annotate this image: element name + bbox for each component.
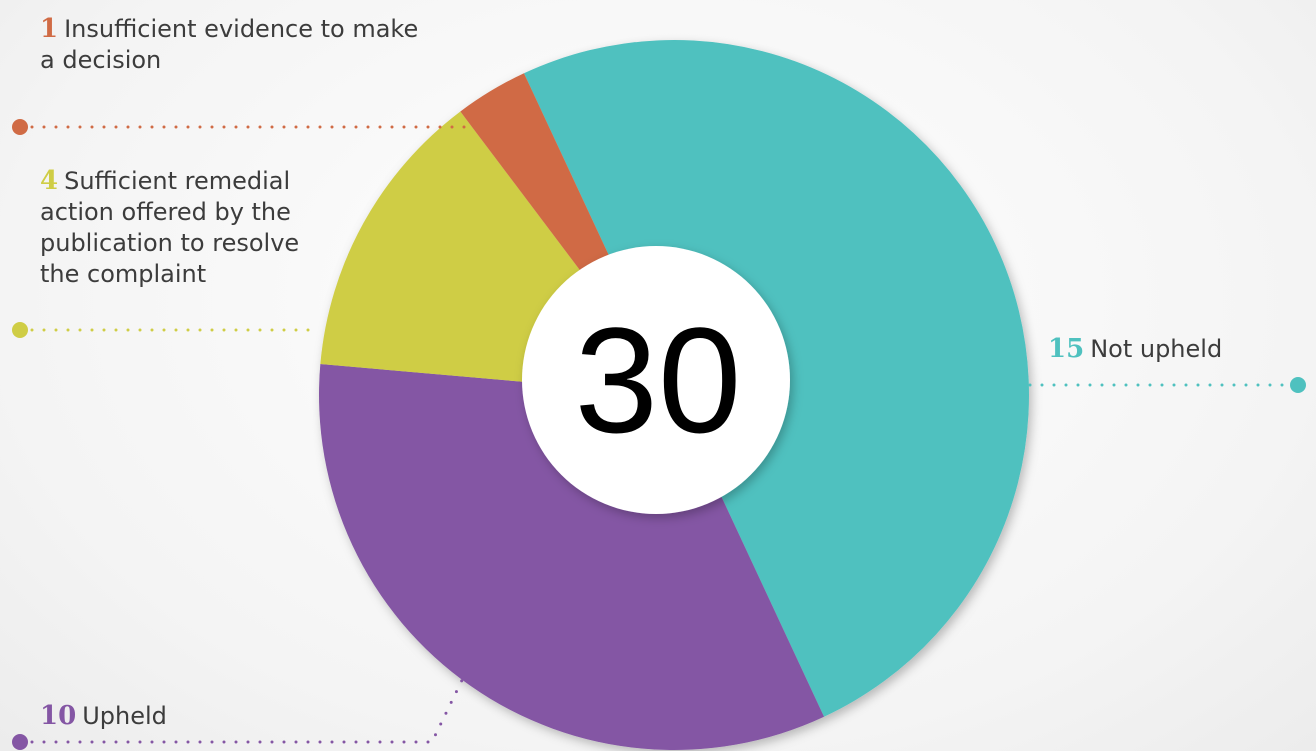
leader-dot: [12, 734, 28, 750]
label: 1 Insufficient evidence to make a decisio…: [40, 14, 420, 76]
value-label: 10: [40, 701, 77, 731]
label: 15 Not upheld: [1048, 334, 1308, 365]
category-label: Not upheld: [1090, 335, 1223, 363]
leader-dot: [12, 322, 28, 338]
leader-dot: [1290, 377, 1306, 393]
value-label: 15: [1048, 334, 1085, 364]
donut-hole: [522, 246, 790, 514]
category-label: Sufficient remedial action offered by th…: [40, 167, 300, 288]
category-label: Upheld: [82, 702, 167, 730]
category-label: Insufficient evidence to make a decision: [40, 15, 419, 74]
value-label: 1: [40, 14, 59, 44]
label: 4 Sufficient remedial action offered by t…: [40, 166, 310, 290]
total: 30: [575, 296, 742, 464]
label: 10 Upheld: [40, 701, 340, 732]
value-label: 4: [40, 166, 59, 196]
leader-dot: [12, 119, 28, 135]
